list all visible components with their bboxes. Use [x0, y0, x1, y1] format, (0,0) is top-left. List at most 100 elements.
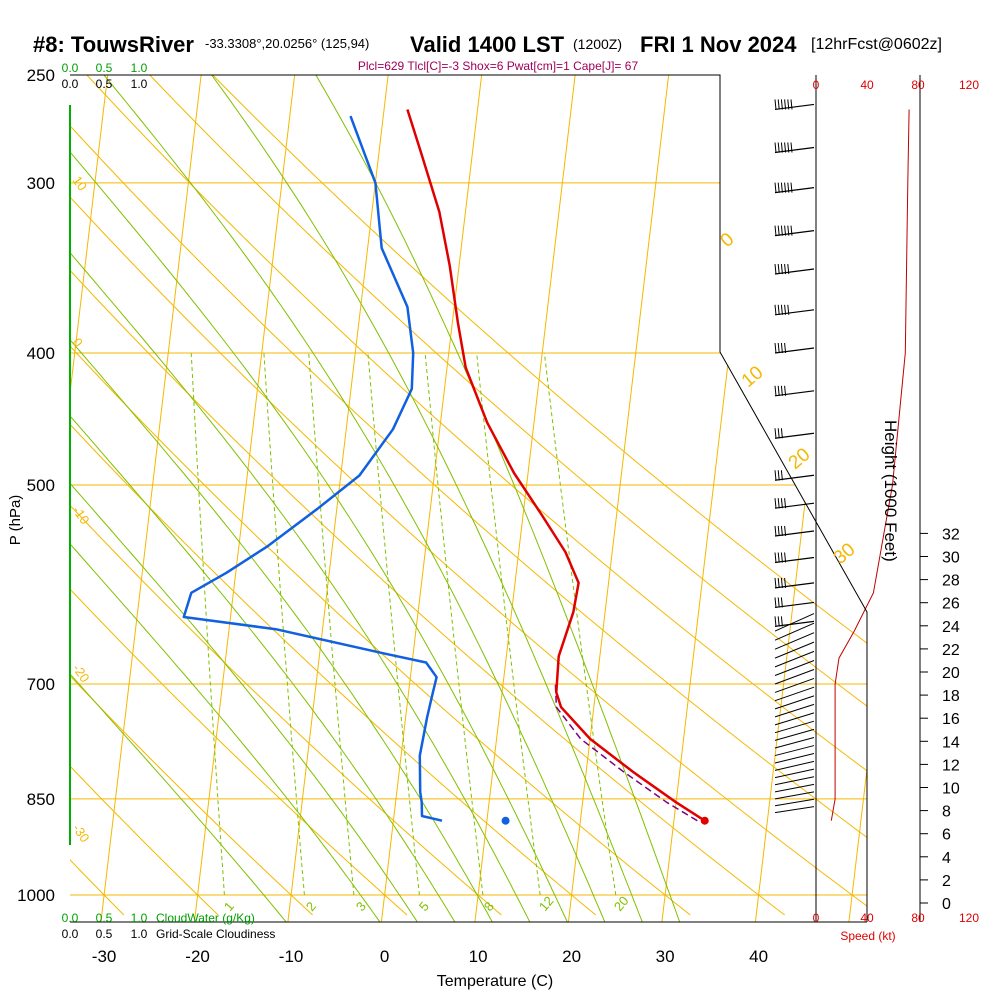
- mixing-ratio-line: [543, 352, 617, 896]
- valid-time: Valid 1400 LST: [410, 32, 565, 57]
- wind-barb-feather: [774, 616, 777, 627]
- speed-axis-label: Speed (kt): [840, 929, 895, 943]
- wind-barb-feather: [784, 225, 787, 236]
- wind-barb-low: [774, 695, 815, 710]
- cloudiness-tick-bottom: 0.5: [96, 927, 113, 941]
- theta-label: -20: [70, 661, 93, 685]
- temperature-curve: [406, 109, 706, 822]
- wind-barb-feather: [777, 304, 780, 315]
- height-tick-label: 16: [942, 711, 960, 728]
- title-bar: #8: TouwsRiver -33.3308°,20.0256° (125,9…: [33, 32, 942, 73]
- wind-barb-low: [774, 791, 815, 800]
- dry-adiabat: [70, 75, 867, 916]
- moist-adiabat: [70, 75, 382, 922]
- wind-barb-feather: [774, 470, 777, 481]
- dry-adiabat: [70, 75, 219, 916]
- wind-barb-feather: [777, 182, 780, 193]
- moist-adiabat: [70, 75, 420, 922]
- pressure-tick-label: 850: [27, 790, 55, 809]
- cloudiness-tick-bottom: 1.0: [131, 927, 148, 941]
- wind-barb-feather: [777, 525, 780, 537]
- wind-barb: [774, 556, 815, 564]
- speed-tick-top: 120: [959, 78, 979, 92]
- temperature-tick-label: -20: [185, 947, 210, 966]
- speed-tick-bottom: 0: [813, 911, 820, 925]
- wind-barb-low: [774, 703, 815, 718]
- cloudwater-tick-bottom: 1.0: [131, 911, 148, 925]
- wind-barb-feather: [780, 597, 783, 608]
- wind-barb-low: [774, 745, 815, 757]
- wind-barb-feather: [777, 225, 780, 236]
- wind-barb-feather: [780, 498, 783, 509]
- height-tick-label: 28: [942, 573, 960, 590]
- wind-barb-low: [774, 669, 815, 685]
- wind-barb-low: [774, 632, 815, 650]
- temperature-surface-marker: [700, 816, 709, 825]
- wind-barb: [774, 309, 815, 316]
- wind-barb-feather: [780, 577, 783, 588]
- dry-adiabat: [70, 75, 786, 916]
- wind-barb-feather: [777, 428, 780, 439]
- isotherm-line: [848, 75, 867, 922]
- moist-adiabat: [70, 75, 494, 922]
- station-coords: -33.3308°,20.0256° (125,94): [205, 36, 369, 51]
- parcel-curve: [554, 683, 698, 822]
- wind-barb-low: [774, 613, 815, 632]
- wind-barb-feather: [777, 385, 780, 396]
- wind-barb-feather: [787, 99, 790, 110]
- wind-barb-low: [774, 760, 815, 771]
- dry-adiabat: [86, 75, 867, 916]
- wind-barb-low: [774, 776, 815, 786]
- height-tick-label: 24: [942, 619, 960, 636]
- wind-barb-feather: [784, 577, 787, 588]
- temperature-tick-label: -30: [92, 947, 117, 966]
- wind-barb-feather: [774, 597, 777, 608]
- wind-barb-feather: [780, 99, 783, 110]
- wind-speed-profile: [830, 109, 910, 821]
- wind-barb: [774, 530, 815, 537]
- wind-barb: [774, 268, 815, 275]
- wind-barb-feather: [784, 498, 787, 509]
- wind-barb-feather: [774, 263, 777, 275]
- speed-tick-bottom: 120: [959, 911, 979, 925]
- wind-barb: [774, 601, 815, 609]
- wind-barb-feather: [780, 342, 783, 354]
- wind-barb-feather: [784, 142, 787, 153]
- wind-barb-feather: [774, 577, 777, 588]
- height-tick-label: 20: [942, 665, 960, 682]
- wind-barb-feather: [780, 225, 783, 236]
- mixing-ratio-line: [190, 352, 225, 896]
- wind-barb-feather: [777, 597, 780, 608]
- pressure-tick-label: 500: [27, 476, 55, 495]
- wind-barb-feather: [780, 304, 783, 315]
- height-tick-label: 2: [942, 873, 951, 890]
- theta-label-right: 20: [785, 444, 815, 474]
- wind-barb-low: [774, 677, 815, 693]
- wind-barb-low: [774, 753, 815, 764]
- cloudwater-tick-top: 1.0: [131, 61, 148, 75]
- dry-adiabat: [70, 75, 408, 916]
- mixing-ratio-label: 8: [481, 899, 497, 914]
- wind-barb-feather: [784, 263, 787, 275]
- wind-barb-feather: [774, 142, 777, 153]
- mixing-ratio-label: 12: [536, 893, 557, 914]
- wind-barb-feather: [787, 142, 790, 153]
- wind-barb-feather: [774, 385, 777, 396]
- dewpoint-surface-marker: [501, 816, 510, 825]
- wind-barb-feather: [777, 577, 780, 588]
- temperature-tick-label: 40: [749, 947, 768, 966]
- wind-barb-feather: [784, 525, 787, 537]
- wind-barb-feather: [784, 182, 787, 193]
- wind-barb: [774, 187, 815, 194]
- speed-tick-top: 0: [813, 78, 820, 92]
- wind-barb-feather: [780, 385, 783, 396]
- wind-barb-feather: [787, 304, 790, 315]
- dry-adiabat: [70, 75, 597, 916]
- mixing-ratio-label: 3: [353, 899, 369, 914]
- wind-barb-low: [774, 768, 815, 779]
- isotherm-line: [100, 75, 202, 922]
- isotherm-line: [661, 75, 763, 922]
- dry-adiabat: [149, 75, 867, 916]
- wind-barb-feather: [780, 616, 783, 627]
